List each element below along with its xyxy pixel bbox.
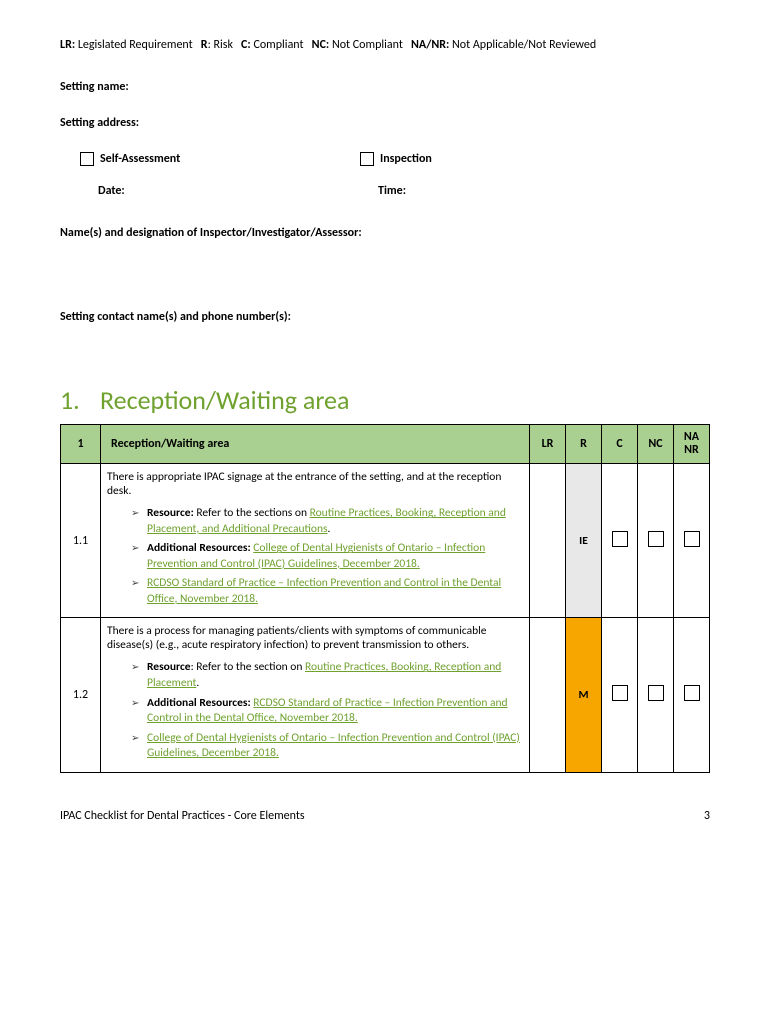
c-cell	[602, 618, 638, 772]
legend-c-val: Compliant	[253, 38, 303, 52]
inspection-label: Inspection	[380, 152, 432, 166]
row-main-text: There is appropriate IPAC signage at the…	[107, 470, 523, 498]
resource-link[interactable]: Routine Practices, Booking, Reception an…	[147, 660, 501, 690]
row-description: There is appropriate IPAC signage at the…	[101, 464, 530, 618]
legend-nanr-key: NA/NR:	[411, 38, 449, 52]
setting-address-label: Setting address:	[60, 116, 710, 130]
legend-nc-val: Not Compliant	[332, 38, 403, 52]
section-number: 1.	[60, 384, 100, 416]
col-header-r: R	[566, 425, 602, 464]
col-header-desc: Reception/Waiting area	[101, 425, 530, 464]
resource-link[interactable]: Routine Practices, Booking, Reception an…	[147, 506, 506, 536]
resource-item: Additional Resources: College of Dental …	[131, 541, 523, 572]
row-number: 1.2	[61, 618, 101, 772]
row-main-text: There is a process for managing patients…	[107, 624, 523, 652]
resource-label: Additional Resources:	[147, 696, 251, 710]
col-header-c: C	[602, 425, 638, 464]
col-header-na-text: NA	[684, 430, 699, 444]
nc-cell	[638, 618, 674, 772]
resource-item: RCDSO Standard of Practice – Infection P…	[131, 576, 523, 607]
footer-title: IPAC Checklist for Dental Practices - Co…	[60, 809, 305, 823]
self-assessment-label: Self-Assessment	[100, 152, 180, 166]
contact-label: Setting contact name(s) and phone number…	[60, 310, 710, 324]
legend-r-key: R	[201, 38, 208, 52]
c-cell	[602, 464, 638, 618]
nc-cell	[638, 464, 674, 618]
col-header-nanr: NA NR	[674, 425, 710, 464]
resource-list: Resource: Refer to the sections on Routi…	[131, 506, 523, 607]
checklist-table: 1 Reception/Waiting area LR R C NC NA NR…	[60, 424, 710, 773]
legend-r-val: : Risk	[208, 38, 233, 52]
legend-nanr-val: Not Applicable/Not Reviewed	[452, 38, 596, 52]
legend-nc-key: NC:	[312, 38, 330, 52]
lr-cell	[530, 618, 566, 772]
resource-link[interactable]: College of Dental Hygienists of Ontario …	[147, 731, 520, 761]
names-designation-label: Name(s) and designation of Inspector/Inv…	[60, 226, 710, 240]
page-footer: IPAC Checklist for Dental Practices - Co…	[60, 809, 710, 823]
resource-label: Resource:	[147, 506, 194, 520]
c-checkbox[interactable]	[612, 531, 628, 547]
checkbox-row: Self-Assessment Inspection	[80, 152, 710, 166]
nc-checkbox[interactable]	[648, 531, 664, 547]
col-header-nc: NC	[638, 425, 674, 464]
section-title: 1.Reception/Waiting area	[60, 384, 710, 416]
legend-line: LR: Legislated Requirement R: Risk C: Co…	[60, 38, 710, 52]
table-row: 1.1There is appropriate IPAC signage at …	[61, 464, 710, 618]
legend-lr-key: LR:	[60, 38, 75, 52]
footer-page-number: 3	[704, 809, 710, 823]
lr-cell	[530, 464, 566, 618]
self-assessment-checkbox[interactable]	[80, 152, 94, 166]
time-label: Time:	[378, 184, 406, 198]
nanr-cell	[674, 618, 710, 772]
col-header-lr: LR	[530, 425, 566, 464]
table-header-row: 1 Reception/Waiting area LR R C NC NA NR	[61, 425, 710, 464]
nanr-checkbox[interactable]	[684, 531, 700, 547]
section-title-text: Reception/Waiting area	[100, 384, 349, 416]
c-checkbox[interactable]	[612, 685, 628, 701]
resource-item: College of Dental Hygienists of Ontario …	[131, 731, 523, 762]
resource-label: Resource	[147, 660, 191, 674]
resource-label: Additional Resources:	[147, 541, 251, 555]
resource-list: Resource: Refer to the section on Routin…	[131, 660, 523, 761]
date-label: Date:	[98, 184, 125, 198]
nc-checkbox[interactable]	[648, 685, 664, 701]
inspection-checkbox[interactable]	[360, 152, 374, 166]
resource-item: Additional Resources: RCDSO Standard of …	[131, 696, 523, 727]
col-header-nr-text: NR	[684, 443, 699, 457]
nanr-cell	[674, 464, 710, 618]
risk-cell: IE	[566, 464, 602, 618]
legend-lr-val: Legislated Requirement	[78, 38, 193, 52]
col-header-num: 1	[61, 425, 101, 464]
setting-name-label: Setting name:	[60, 80, 710, 94]
row-description: There is a process for managing patients…	[101, 618, 530, 772]
resource-item: Resource: Refer to the sections on Routi…	[131, 506, 523, 537]
row-number: 1.1	[61, 464, 101, 618]
nanr-checkbox[interactable]	[684, 685, 700, 701]
resource-item: Resource: Refer to the section on Routin…	[131, 660, 523, 691]
date-time-row: Date: Time:	[98, 184, 710, 198]
table-row: 1.2There is a process for managing patie…	[61, 618, 710, 772]
risk-cell: M	[566, 618, 602, 772]
legend-c-key: C:	[241, 38, 251, 52]
resource-link[interactable]: RCDSO Standard of Practice – Infection P…	[147, 576, 501, 606]
